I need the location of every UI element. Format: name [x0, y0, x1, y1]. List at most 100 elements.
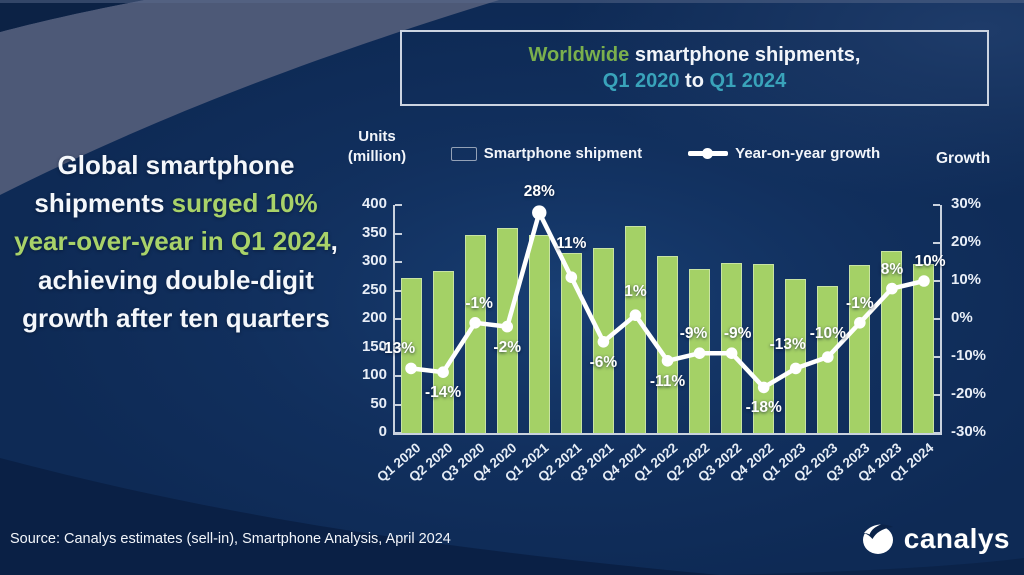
axis-tick-mark — [395, 346, 402, 349]
canalys-logo-text: canalys — [903, 523, 1010, 554]
growth-value-label: -13% — [769, 336, 806, 354]
y-axis-tick-label-left: 350 — [361, 223, 387, 241]
legend-item-shipments: Smartphone shipment — [450, 145, 643, 162]
growth-value-label: -1% — [846, 294, 874, 312]
y-axis-tick-label-left: 400 — [361, 195, 387, 212]
growth-point — [469, 317, 481, 329]
growth-value-label: -10% — [809, 325, 846, 342]
axis-tick-mark — [395, 318, 402, 320]
y-axis-tick-label-left: 250 — [361, 280, 387, 298]
growth-point — [854, 317, 866, 329]
axis-tick-mark — [933, 356, 940, 358]
growth-line-svg — [405, 205, 930, 394]
growth-value-label: -9% — [679, 325, 708, 343]
y-axis-tick-label-right: 0% — [951, 309, 973, 326]
legend-label-shipments: Smartphone shipment — [483, 145, 643, 162]
title-line1-rest: smartphone shipments, — [634, 43, 861, 66]
growth-value-label: -9% — [723, 325, 752, 343]
growth-point — [725, 347, 738, 359]
growth-value-label: -6% — [589, 353, 618, 371]
growth-point — [501, 320, 514, 333]
axis-tick-mark — [933, 242, 940, 244]
title-q1-2020: Q1 2020 — [602, 69, 680, 92]
right-axis-title: Growth — [936, 150, 991, 167]
axis-tick-mark — [395, 289, 402, 292]
axis-tick-mark — [395, 232, 402, 235]
growth-value-label: -2% — [493, 338, 521, 356]
title-to: to — [679, 69, 710, 92]
left-axis-title-line1: Units — [358, 128, 396, 145]
y-axis-tick-label-left: 200 — [361, 309, 387, 326]
legend: Smartphone shipment Year-on-year growth — [393, 145, 938, 162]
growth-point — [565, 271, 578, 283]
growth-point — [437, 366, 449, 378]
y-axis-tick-label-left: 50 — [370, 394, 387, 412]
title-word-worldwide: Worldwide — [528, 43, 635, 66]
growth-point — [661, 355, 674, 367]
growth-point — [918, 275, 930, 287]
axis-tick-mark — [395, 403, 402, 406]
growth-value-label: 1% — [624, 283, 647, 301]
growth-point — [789, 362, 802, 375]
bar-q4-2022 — [753, 263, 775, 433]
source-note: Source: Canalys estimates (sell-in), Sma… — [10, 531, 451, 547]
bar-q2-2021 — [560, 252, 582, 433]
plot-area: 400 350 300 250 200 150 100 50 0 30% 20% 10% 0% -10% -… — [362, 183, 986, 485]
title-q1-2024: Q1 2024 — [709, 69, 787, 92]
bar-q1-2023 — [785, 279, 807, 433]
axis-tick-mark — [933, 204, 940, 206]
bar-q1-2020 — [400, 277, 422, 433]
growth-point — [693, 347, 706, 359]
canalys-logo: canalys — [860, 522, 1010, 556]
chart-title-line-2: Q1 2020 to Q1 2024 — [603, 70, 786, 93]
chart-title-line-1: Worldwide smartphone shipments, — [529, 44, 861, 67]
bar-swatch-icon — [450, 146, 477, 161]
line-marker-icon — [688, 148, 729, 158]
growth-point — [629, 309, 642, 321]
canalys-logo-icon — [862, 524, 893, 554]
headline-text-white-2: , achieving double-digit growth after te… — [22, 226, 338, 333]
y-axis-tick-label-right: -10% — [951, 347, 987, 364]
headline: Global smartphone shipments surged 10% y… — [8, 146, 344, 337]
growth-point — [597, 336, 610, 348]
growth-value-label: 11% — [556, 235, 587, 253]
axis-tick-mark — [395, 432, 402, 434]
growth-point — [757, 381, 770, 394]
growth-value-label: -1% — [465, 294, 493, 312]
bar-q3-2023 — [849, 264, 871, 433]
bar-q1-2024 — [913, 264, 935, 433]
chart-title-box: Worldwide smartphone shipments, Q1 2020 … — [400, 30, 989, 106]
y-axis-tick-label-left: 100 — [361, 366, 387, 383]
axis-tick-mark — [933, 318, 940, 320]
bar-q1-2021 — [528, 235, 550, 433]
growth-value-label: -14% — [424, 384, 462, 402]
y-axis-tick-label-right: -30% — [951, 423, 987, 440]
growth-point — [532, 205, 547, 220]
y-axis-tick-label-right: -20% — [951, 385, 987, 402]
growth-value-label: -18% — [745, 399, 782, 417]
axis-tick-mark — [395, 204, 402, 206]
axis-tick-mark — [395, 261, 402, 263]
legend-label-growth: Year-on-year growth — [735, 145, 881, 162]
left-axis-title-line2: (million) — [347, 148, 407, 166]
growth-value-label: -11% — [649, 372, 686, 390]
growth-value-label: -13% — [378, 340, 416, 358]
y-axis-tick-label-right: 10% — [951, 271, 982, 288]
y-axis-tick-label-left: 150 — [361, 337, 387, 355]
legend-item-growth: Year-on-year growth — [688, 145, 880, 162]
y-axis-tick-label-left: 300 — [361, 252, 387, 269]
axis-tick-mark — [933, 280, 940, 282]
y-axis-tick-label-right: 20% — [951, 233, 982, 250]
headline-text-white-1: Global smartphone shipments — [34, 150, 295, 219]
headline-text-green: surged 10% year-over-year in Q1 2024 — [14, 188, 331, 257]
growth-value-label: 10% — [914, 253, 946, 270]
left-axis-title: Units (million) — [337, 127, 417, 168]
y-axis-tick-label-right: 30% — [951, 195, 982, 212]
axis-tick-mark — [933, 394, 940, 396]
axis-tick-mark — [395, 375, 402, 377]
growth-point — [886, 282, 898, 295]
growth-value-label: 8% — [880, 260, 904, 278]
growth-point — [821, 351, 834, 363]
